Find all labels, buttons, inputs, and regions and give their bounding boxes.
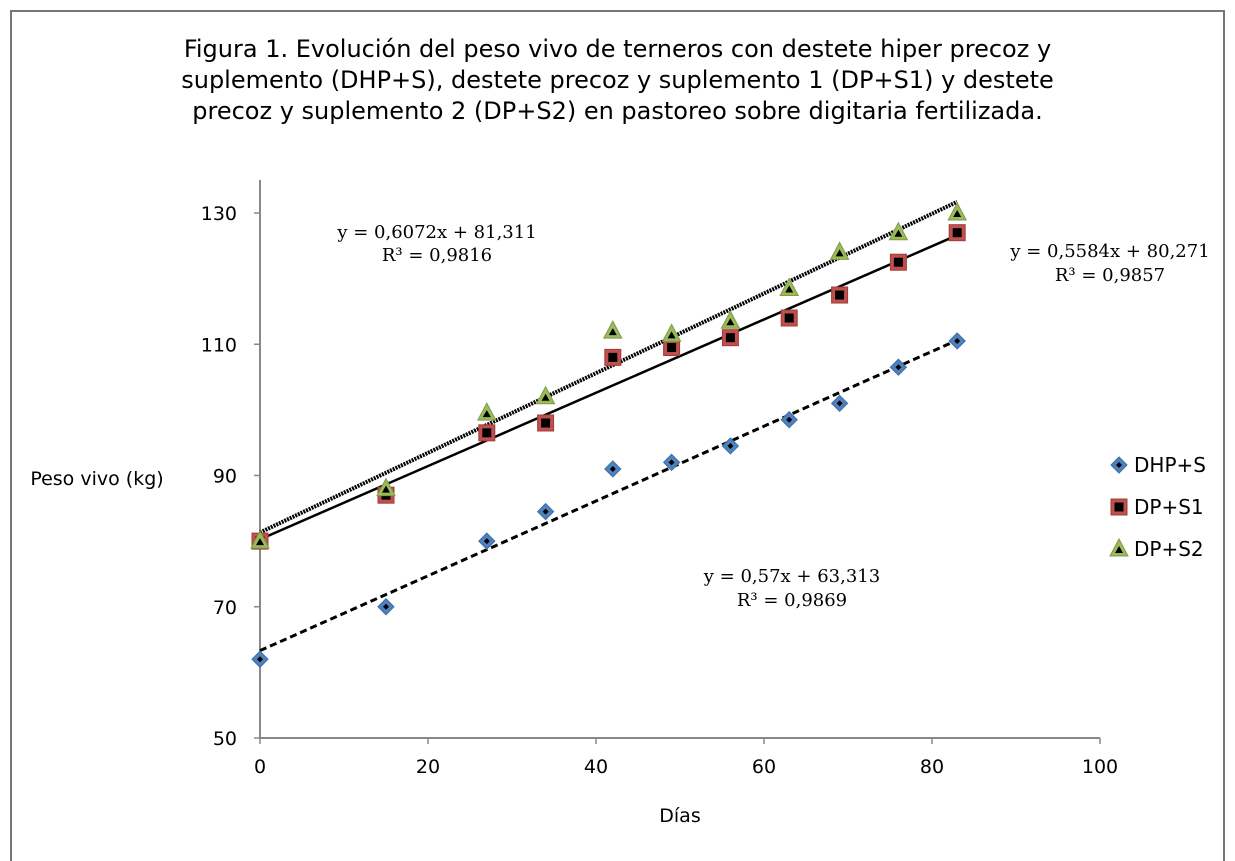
data-point-core	[953, 210, 962, 217]
data-point-core	[784, 313, 794, 323]
x-tick-label: 0	[254, 756, 266, 778]
trendline-r-squared: R³ = 0,9816	[382, 245, 492, 266]
legend: DHP+S DP+S1 DP+S2	[1109, 453, 1206, 561]
trendline-dhp-s	[259, 338, 958, 653]
data-point-core	[256, 538, 264, 546]
y-tick-label: 50	[213, 728, 237, 750]
chart-title-line-1: Figura 1. Evolución del peso vivo de ter…	[183, 35, 1052, 63]
chart-title-line-2: suplemento (DHP+S), destete precoz y sup…	[181, 66, 1054, 94]
x-tick-label: 60	[752, 756, 776, 778]
data-point-core	[835, 290, 845, 300]
data-point-core	[895, 364, 902, 371]
data-point-core	[382, 485, 390, 493]
series-dp-s2	[250, 201, 968, 549]
legend-item: DHP+S	[1110, 453, 1206, 477]
data-point-core	[954, 337, 961, 344]
trendline-equation: y = 0,57x + 63,313	[703, 566, 880, 587]
data-point-core	[893, 257, 903, 267]
legend-marker-core	[1114, 502, 1124, 512]
trendline-r-squared: R³ = 0,9869	[737, 590, 847, 611]
y-axis-label: Peso vivo (kg)	[30, 468, 163, 490]
data-point-core	[835, 249, 844, 257]
trendline-r-squared: R³ = 0,9857	[1055, 265, 1165, 286]
x-tick-label: 100	[1082, 756, 1118, 778]
legend-item: DP+S2	[1109, 537, 1204, 561]
trendline-dp-s2	[259, 199, 959, 535]
x-tick-label: 20	[416, 756, 440, 778]
legend-label: DP+S2	[1134, 537, 1204, 561]
data-point-core	[836, 400, 843, 407]
data-point-core	[541, 418, 551, 428]
data-point-core	[483, 538, 490, 545]
data-point-core	[786, 416, 793, 423]
data-points	[250, 201, 968, 668]
data-point-core	[726, 318, 735, 326]
data-point-core	[608, 328, 617, 336]
data-point-core	[541, 393, 550, 401]
data-point-core	[952, 228, 962, 238]
data-point-core	[482, 410, 491, 418]
data-point-core	[257, 656, 263, 663]
tick-labels: 0 20 40 60 80 100 50 70 90 110 130	[201, 203, 1118, 778]
data-point-core	[542, 508, 549, 515]
y-tick-label: 130	[201, 203, 237, 225]
chart-title-line-3: precoz y suplemento 2 (DP+S2) en pastore…	[192, 97, 1043, 125]
legend-marker-core	[1115, 546, 1123, 553]
legend-item: DP+S1	[1110, 495, 1204, 519]
x-tick-label: 80	[920, 756, 944, 778]
x-tick-label: 40	[584, 756, 608, 778]
legend-label: DHP+S	[1134, 453, 1206, 477]
chart-title: Figura 1. Evolución del peso vivo de ter…	[0, 34, 1235, 127]
legend-marker-core	[1116, 462, 1122, 468]
y-tick-label: 70	[213, 597, 237, 619]
data-point-core	[725, 333, 735, 343]
data-point-core	[668, 459, 675, 466]
data-point-core	[667, 331, 676, 339]
trendline-dp-s1	[259, 234, 958, 541]
trendline-equation: y = 0,6072x + 81,311	[336, 222, 536, 243]
data-point-core	[609, 465, 616, 472]
data-point-core	[608, 352, 618, 362]
data-point-core	[667, 343, 677, 353]
x-axis-label: Días	[659, 805, 700, 827]
data-point-core	[383, 603, 389, 610]
axes	[254, 180, 1101, 744]
data-point-core	[894, 229, 903, 237]
figure-frame	[10, 10, 1225, 861]
series-dhp-s	[251, 332, 966, 668]
y-tick-label: 110	[201, 334, 237, 356]
y-tick-label: 90	[213, 466, 237, 488]
trendline-equation: y = 0,5584x + 80,271	[1009, 241, 1209, 262]
data-point-core	[785, 285, 794, 293]
legend-label: DP+S1	[1134, 495, 1204, 519]
data-point-core	[482, 428, 492, 438]
data-point-core	[727, 442, 734, 449]
